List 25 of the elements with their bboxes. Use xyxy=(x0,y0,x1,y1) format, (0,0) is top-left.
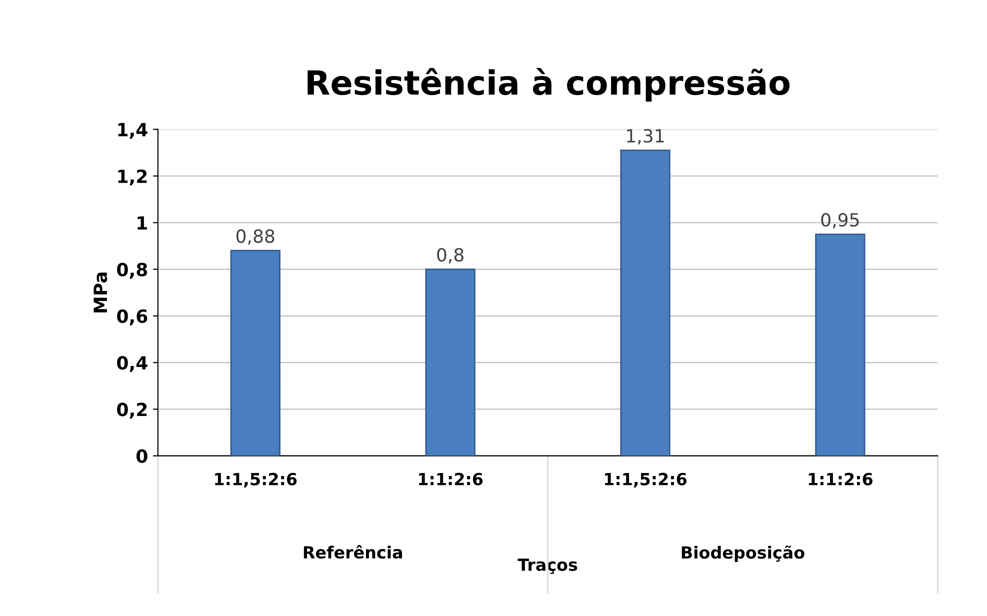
chart-title: Resistência à compressão xyxy=(308,68,790,102)
y-tick-label: 0,6 xyxy=(117,309,148,326)
y-tick-label: 0,8 xyxy=(117,262,148,279)
bar xyxy=(230,250,280,456)
data-label: 0,8 xyxy=(437,248,464,264)
y-tick-label: 0 xyxy=(136,449,148,463)
y-tick-label: 0,2 xyxy=(117,402,147,419)
text: Biodeposição xyxy=(682,546,804,562)
bar xyxy=(425,268,476,456)
data-label: 1,31 xyxy=(627,129,664,145)
text: Referência xyxy=(304,545,402,559)
x-axis-title: Traços xyxy=(518,558,578,574)
x-tick-label: 1:1:2:6 xyxy=(419,472,483,486)
y-tick-label: 1 xyxy=(138,216,147,230)
y-axis-title: MPa xyxy=(94,272,108,312)
x-tick-label: 1:1,5:2:6 xyxy=(604,472,687,488)
y-tick-label: 0,4 xyxy=(117,356,148,372)
x-tick-label: 1:1,5:2:6 xyxy=(215,472,297,488)
y-tick-label: 1,2 xyxy=(118,169,147,186)
data-label: 0,88 xyxy=(236,229,274,245)
bar xyxy=(620,150,670,456)
bar xyxy=(815,234,866,456)
data-label: 0,95 xyxy=(821,212,859,228)
y-tick-label: 1,4 xyxy=(118,123,148,139)
x-tick-label: 1:1:2:6 xyxy=(808,472,872,486)
